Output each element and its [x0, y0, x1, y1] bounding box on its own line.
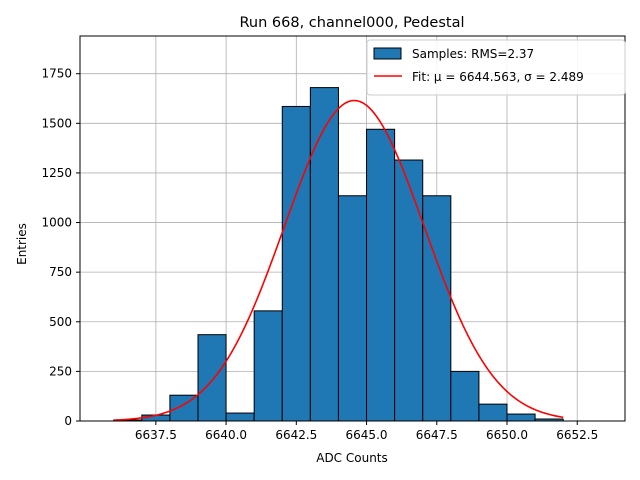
histogram-bar — [394, 159, 424, 422]
x-axis-ticks: 6637.5 6640.0 6642.5 6645.0 6647.5 6650.0 6652… — [135, 421, 598, 442]
histogram-bar — [309, 87, 339, 422]
y-tick-label: 1000 — [41, 216, 72, 230]
legend-samples-swatch — [373, 47, 402, 60]
x-axis-label: ADC Counts — [316, 451, 388, 465]
x-tick-label: 6652.5 — [556, 428, 598, 442]
fit-curve-group — [113, 99, 564, 421]
legend-samples-label: Samples: RMS=2.37 — [412, 47, 534, 61]
y-tick-label: 500 — [49, 315, 72, 329]
x-tick-label: 6642.5 — [275, 428, 317, 442]
y-axis-ticks: 0 250 500 750 1000 1250 1500 1750 — [41, 67, 80, 428]
histogram-bar — [253, 310, 283, 422]
histogram-bar — [422, 195, 452, 422]
x-tick-label: 6637.5 — [135, 428, 177, 442]
histogram-bars — [113, 87, 564, 422]
histogram-bar — [281, 105, 311, 422]
histogram-bar — [450, 370, 480, 422]
x-tick-label: 6650.0 — [486, 428, 528, 442]
histogram-bar — [337, 195, 368, 422]
histogram-bar — [366, 128, 396, 422]
legend: Samples: RMS=2.37 Fit: μ = 6644.563, σ =… — [366, 39, 626, 96]
y-axis-label: Entries — [15, 223, 29, 265]
y-tick-label: 1750 — [41, 67, 72, 81]
histogram-bar — [506, 413, 536, 422]
chart-title: Run 668, channel000, Pedestal — [239, 15, 464, 31]
histogram-bar — [197, 334, 227, 422]
legend-fit-label: Fit: μ = 6644.563, σ = 2.489 — [412, 70, 584, 84]
x-tick-label: 6640.0 — [205, 428, 247, 442]
y-tick-label: 1250 — [41, 166, 72, 180]
y-tick-label: 250 — [49, 364, 72, 378]
fit-curve — [113, 99, 564, 421]
histogram-bar — [225, 412, 255, 422]
x-tick-label: 6647.5 — [416, 428, 458, 442]
y-tick-label: 0 — [64, 414, 72, 428]
y-tick-label: 750 — [49, 265, 72, 279]
legend-box — [366, 39, 626, 96]
histogram-bar — [169, 394, 199, 422]
y-tick-label: 1500 — [41, 116, 72, 130]
histogram-bar — [478, 403, 508, 422]
plot-frame — [79, 35, 626, 422]
x-tick-label: 6645.0 — [346, 428, 388, 442]
